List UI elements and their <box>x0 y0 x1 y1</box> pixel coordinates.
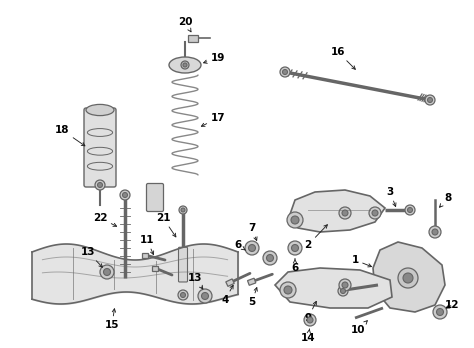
Circle shape <box>103 269 110 276</box>
Circle shape <box>266 254 273 261</box>
Text: 8: 8 <box>439 193 452 207</box>
FancyBboxPatch shape <box>179 247 188 282</box>
FancyBboxPatch shape <box>84 108 116 187</box>
Circle shape <box>287 212 303 228</box>
Circle shape <box>342 282 348 288</box>
Text: 9: 9 <box>304 301 316 323</box>
Circle shape <box>432 229 438 235</box>
Circle shape <box>340 288 346 293</box>
Circle shape <box>369 207 381 219</box>
Text: 2: 2 <box>304 225 328 250</box>
Circle shape <box>245 241 259 255</box>
Text: 10: 10 <box>351 321 367 335</box>
Text: 13: 13 <box>188 273 203 289</box>
Circle shape <box>95 180 105 190</box>
Text: 20: 20 <box>178 17 192 32</box>
Text: 4: 4 <box>221 285 233 305</box>
Circle shape <box>339 207 351 219</box>
Circle shape <box>280 67 290 77</box>
Bar <box>188 34 198 41</box>
Text: 16: 16 <box>331 47 356 69</box>
Circle shape <box>98 182 102 188</box>
Text: 19: 19 <box>204 53 225 63</box>
Circle shape <box>292 245 299 252</box>
Text: 14: 14 <box>301 329 315 343</box>
Circle shape <box>280 282 296 298</box>
Text: 1: 1 <box>351 255 372 267</box>
Circle shape <box>183 63 187 67</box>
Circle shape <box>283 70 288 74</box>
Circle shape <box>179 206 187 214</box>
Circle shape <box>405 205 415 215</box>
Text: 17: 17 <box>201 113 225 126</box>
Ellipse shape <box>86 104 114 116</box>
Polygon shape <box>288 190 385 232</box>
Circle shape <box>100 265 114 279</box>
Circle shape <box>248 245 255 252</box>
Circle shape <box>338 286 348 296</box>
Circle shape <box>284 286 292 294</box>
Bar <box>247 278 256 285</box>
Bar <box>152 266 158 270</box>
Text: 18: 18 <box>55 125 85 146</box>
Circle shape <box>398 268 418 288</box>
Circle shape <box>403 273 413 283</box>
Text: 6: 6 <box>234 240 246 250</box>
Circle shape <box>291 216 299 224</box>
Circle shape <box>181 293 185 298</box>
Polygon shape <box>373 242 445 312</box>
Bar <box>142 253 148 258</box>
Circle shape <box>372 210 378 216</box>
FancyBboxPatch shape <box>146 183 164 212</box>
Circle shape <box>307 317 313 323</box>
Text: 13: 13 <box>81 247 102 267</box>
Bar <box>226 279 234 286</box>
Circle shape <box>425 95 435 105</box>
Ellipse shape <box>169 57 201 73</box>
Circle shape <box>181 208 185 212</box>
Circle shape <box>437 308 444 316</box>
Circle shape <box>339 279 351 291</box>
Text: 7: 7 <box>248 223 257 240</box>
Circle shape <box>181 61 189 69</box>
Circle shape <box>429 226 441 238</box>
Circle shape <box>120 190 130 200</box>
Circle shape <box>433 305 447 319</box>
Text: 12: 12 <box>445 300 459 310</box>
Text: 11: 11 <box>140 235 154 254</box>
Circle shape <box>304 314 316 326</box>
Circle shape <box>408 207 412 213</box>
Circle shape <box>198 289 212 303</box>
Text: 3: 3 <box>386 187 396 206</box>
Text: 21: 21 <box>156 213 176 237</box>
Text: 5: 5 <box>248 287 257 307</box>
Circle shape <box>342 210 348 216</box>
Circle shape <box>263 251 277 265</box>
Circle shape <box>178 290 188 300</box>
Circle shape <box>122 192 128 198</box>
Text: 22: 22 <box>93 213 117 226</box>
Circle shape <box>428 97 432 103</box>
Polygon shape <box>275 268 392 308</box>
Text: 6: 6 <box>292 259 299 273</box>
Circle shape <box>201 293 209 300</box>
Circle shape <box>288 241 302 255</box>
Text: 15: 15 <box>105 309 119 330</box>
